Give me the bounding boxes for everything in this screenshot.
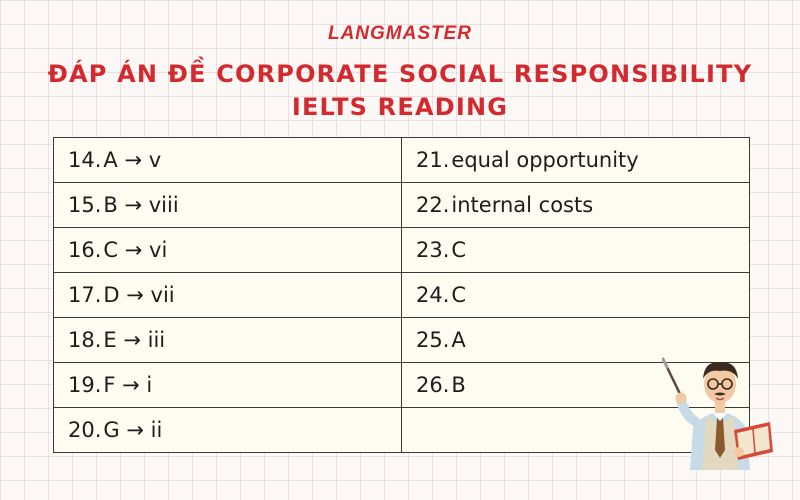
right-answer-cell: 22.internal costs	[401, 182, 750, 228]
left-answer-cell: 16.C → vi	[53, 227, 402, 273]
answer-row: 15.B → viii 22.internal costs	[53, 182, 750, 228]
answer-text: equal opportunity	[451, 148, 639, 172]
answer-text: G → ii	[103, 418, 163, 442]
question-number: 19.	[68, 373, 102, 397]
answer-row: 16.C → vi 23.C	[53, 227, 750, 273]
right-answer-cell: 23.C	[401, 227, 750, 273]
title-line-2: IELTS READING	[291, 93, 509, 121]
left-answer-cell: 18.E → iii	[53, 317, 402, 363]
teacher-with-pointer-icon	[661, 357, 773, 470]
answer-text: E → iii	[103, 328, 166, 352]
question-number: 24.	[416, 283, 450, 307]
answer-table-body: 14.A → v 21.equal opportunity 15.B → viii 2…	[53, 137, 750, 453]
question-number: 16.	[68, 238, 102, 262]
answer-text: B → viii	[103, 193, 179, 217]
left-answer-cell: 14.A → v	[53, 137, 402, 183]
left-answer-cell: 20.G → ii	[53, 407, 402, 453]
answer-text: C → vi	[103, 238, 168, 262]
question-number: 18.	[68, 328, 102, 352]
right-answer-cell: 24.C	[401, 272, 750, 318]
brand-logo: LANGMASTER	[327, 23, 473, 44]
answer-table: 14.A → v 21.equal opportunity 15.B → viii 2…	[53, 137, 750, 453]
right-answer-cell: 26.B	[401, 362, 750, 408]
answer-text: C	[451, 283, 467, 307]
left-answer-cell: 15.B → viii	[53, 182, 402, 228]
question-number: 17.	[68, 283, 102, 307]
answer-row: 17.D → vii 24.C	[53, 272, 750, 318]
title-line-1: ĐÁP ÁN ĐỀ CORPORATE SOCIAL RESPONSIBILIT…	[47, 60, 753, 88]
answer-text: internal costs	[451, 193, 594, 217]
answer-row: 20.G → ii	[53, 407, 750, 453]
page-title: ĐÁP ÁN ĐỀ CORPORATE SOCIAL RESPONSIBILIT…	[0, 58, 800, 124]
answer-text: F → i	[103, 373, 153, 397]
question-number: 26.	[416, 373, 450, 397]
answer-text: C	[451, 238, 467, 262]
answer-text: A → v	[103, 148, 162, 172]
right-answer-cell: 21.equal opportunity	[401, 137, 750, 183]
question-number: 14.	[68, 148, 102, 172]
answer-row: 19.F → i 26.B	[53, 362, 750, 408]
right-answer-cell: 25.A	[401, 317, 750, 363]
answer-text: A	[451, 328, 466, 352]
question-number: 25.	[416, 328, 450, 352]
teacher-illustration	[661, 352, 774, 470]
left-answer-cell: 17.D → vii	[53, 272, 402, 318]
answer-text: D → vii	[103, 283, 175, 307]
question-number: 21.	[416, 148, 450, 172]
question-number: 15.	[68, 193, 102, 217]
answer-row: 14.A → v 21.equal opportunity	[53, 137, 750, 183]
answer-row: 18.E → iii 25.A	[53, 317, 750, 363]
question-number: 22.	[416, 193, 450, 217]
answer-text: B	[451, 373, 466, 397]
question-number: 20.	[68, 418, 102, 442]
question-number: 23.	[416, 238, 450, 262]
left-answer-cell: 19.F → i	[53, 362, 402, 408]
